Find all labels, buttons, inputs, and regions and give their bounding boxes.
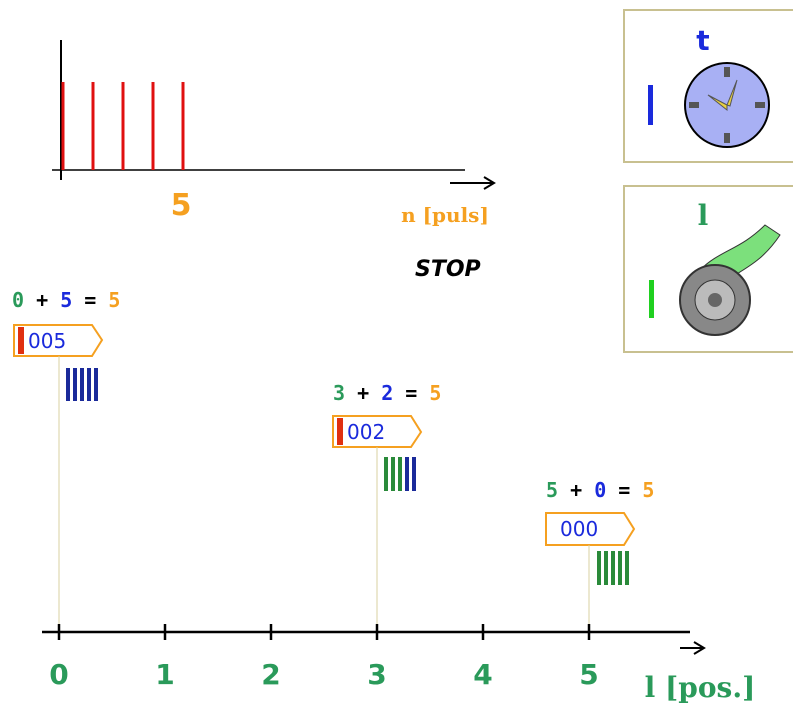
axis-label: l [pos.] <box>645 671 756 704</box>
tick-label: 5 <box>579 658 598 691</box>
status: STOP <box>415 257 481 282</box>
result: 5 <box>108 288 120 312</box>
length-panel: l <box>623 185 793 353</box>
operator: = <box>84 288 96 312</box>
tick-label: 4 <box>473 658 492 691</box>
position-axis: l [pos.] 0 1 2 3 4 5 <box>42 624 755 704</box>
addend: 2 <box>381 381 393 405</box>
result: 5 <box>642 478 654 502</box>
operator: + <box>570 478 582 502</box>
addend: 5 <box>546 478 558 502</box>
svg-text:0 + 5 = 5: 0 + 5 = 5 <box>12 288 120 312</box>
operator: + <box>36 288 48 312</box>
addend: 3 <box>333 381 345 405</box>
operator: = <box>618 478 630 502</box>
counter: 002 <box>347 420 385 444</box>
pulse-plot: 5 n [puls] <box>52 40 496 227</box>
tick-label: 3 <box>367 658 386 691</box>
addend: 0 <box>594 478 606 502</box>
result: 5 <box>429 381 441 405</box>
pulse-axis-label: n [puls] <box>401 203 489 227</box>
counter: 000 <box>560 517 598 541</box>
svg-text:5 + 0 = 5: 5 + 0 = 5 <box>546 478 654 502</box>
station: 0 + 5 = 5 005 <box>12 288 120 632</box>
station: 5 + 0 = 5 000 <box>545 478 654 632</box>
panel-label: l <box>698 199 709 232</box>
operator: + <box>357 381 369 405</box>
svg-text:3 + 2 = 5: 3 + 2 = 5 <box>333 381 441 405</box>
tick-label: 1 <box>155 658 174 691</box>
tick-label: 2 <box>261 658 280 691</box>
operator: = <box>405 381 417 405</box>
counter: 005 <box>28 329 66 353</box>
addend: 0 <box>12 288 24 312</box>
pulse-count: 5 <box>171 188 192 223</box>
time-panel: t <box>623 9 793 163</box>
addend: 5 <box>60 288 72 312</box>
panel-label: t <box>696 24 709 57</box>
station: 3 + 2 = 5 002 <box>332 381 441 632</box>
tick-label: 0 <box>49 658 68 691</box>
